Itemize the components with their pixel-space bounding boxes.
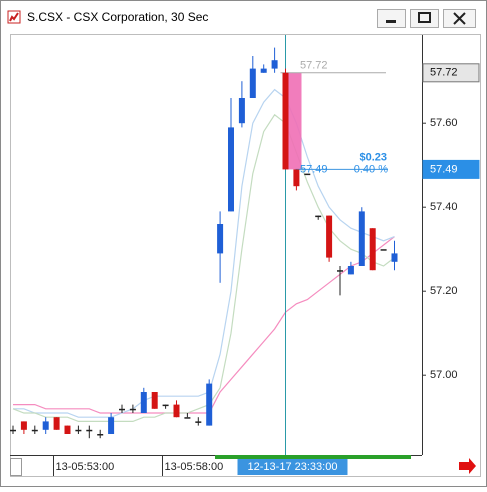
scroll-right-arrow[interactable] [459,458,476,474]
candle-body [173,404,180,418]
candle-body [129,408,136,411]
candle-body [108,417,115,434]
candle-body [53,417,60,430]
candle-body [260,68,267,73]
candle-body [20,421,27,430]
price-marker-label: 57.49 [430,163,458,175]
candle-body [97,434,104,436]
chart-frame [10,34,481,477]
measure-to-label: 57.49 [300,163,328,175]
candle-body [238,98,245,124]
candle-body [347,266,354,275]
x-tick-label: 13-05:58:00 [165,461,224,473]
crosshair-time-box [237,459,348,475]
measure-box [285,72,302,170]
candle-body [206,383,213,426]
price-marker-box [422,159,480,179]
app-icon-glyph [9,12,19,22]
window-buttons [377,9,476,28]
price-marker-box [422,63,480,83]
candle-body [151,392,158,409]
maximize-button[interactable] [410,9,439,28]
price-marker-label: 57.72 [430,67,458,79]
candle-body [282,72,289,170]
candle-body [42,421,49,430]
maximize-glyph [418,12,431,23]
minimize-button[interactable] [377,9,406,28]
x-tick-label: 13-05:53:00 [56,461,115,473]
candle-body [86,429,93,432]
candle-body [391,253,398,262]
y-tick-label: 57.40 [430,201,458,213]
candle-body [184,417,191,419]
candle-body [217,224,224,254]
minimize-glyph [386,20,396,23]
candle-body [119,408,125,411]
candle-body [195,421,202,423]
scroll-bar[interactable] [215,455,411,459]
candle-body [358,211,365,266]
candle-body [31,429,38,432]
measure-change: $0.23 [359,151,387,163]
crosshair-time-label: 12-13-17 23:33:00 [248,461,338,473]
candle-body [315,215,322,218]
candle-body [64,425,71,434]
candle-body [326,215,333,258]
candle-body [271,60,278,69]
candle-body [140,392,147,413]
plot-area: 57.00 57.20 57.40 57.60 13-05:53:00 13-05:58:… [10,35,480,476]
measure-percent: 0.40 % [354,163,388,175]
candle-body [75,429,82,432]
candle-body [228,127,234,212]
moving-average [13,88,395,418]
moving-average [13,236,395,414]
candle-body [249,68,256,98]
y-tick-label: 57.60 [430,117,458,129]
candle-body [162,404,169,407]
candle-body [337,270,343,272]
candle-body [10,429,16,432]
y-tick-label: 57.20 [430,285,458,297]
candle-body [304,173,311,176]
candle-body [369,228,376,271]
candle-body [380,249,387,251]
measure-from-label: 57.72 [300,60,328,72]
y-tick-label: 57.00 [430,369,458,381]
candle-body [293,169,300,187]
app-icon [7,10,21,24]
close-glyph [453,12,466,25]
axis-corner-box [10,458,22,476]
window-title: S.CSX - CSX Corporation, 30 Sec [27,10,208,24]
